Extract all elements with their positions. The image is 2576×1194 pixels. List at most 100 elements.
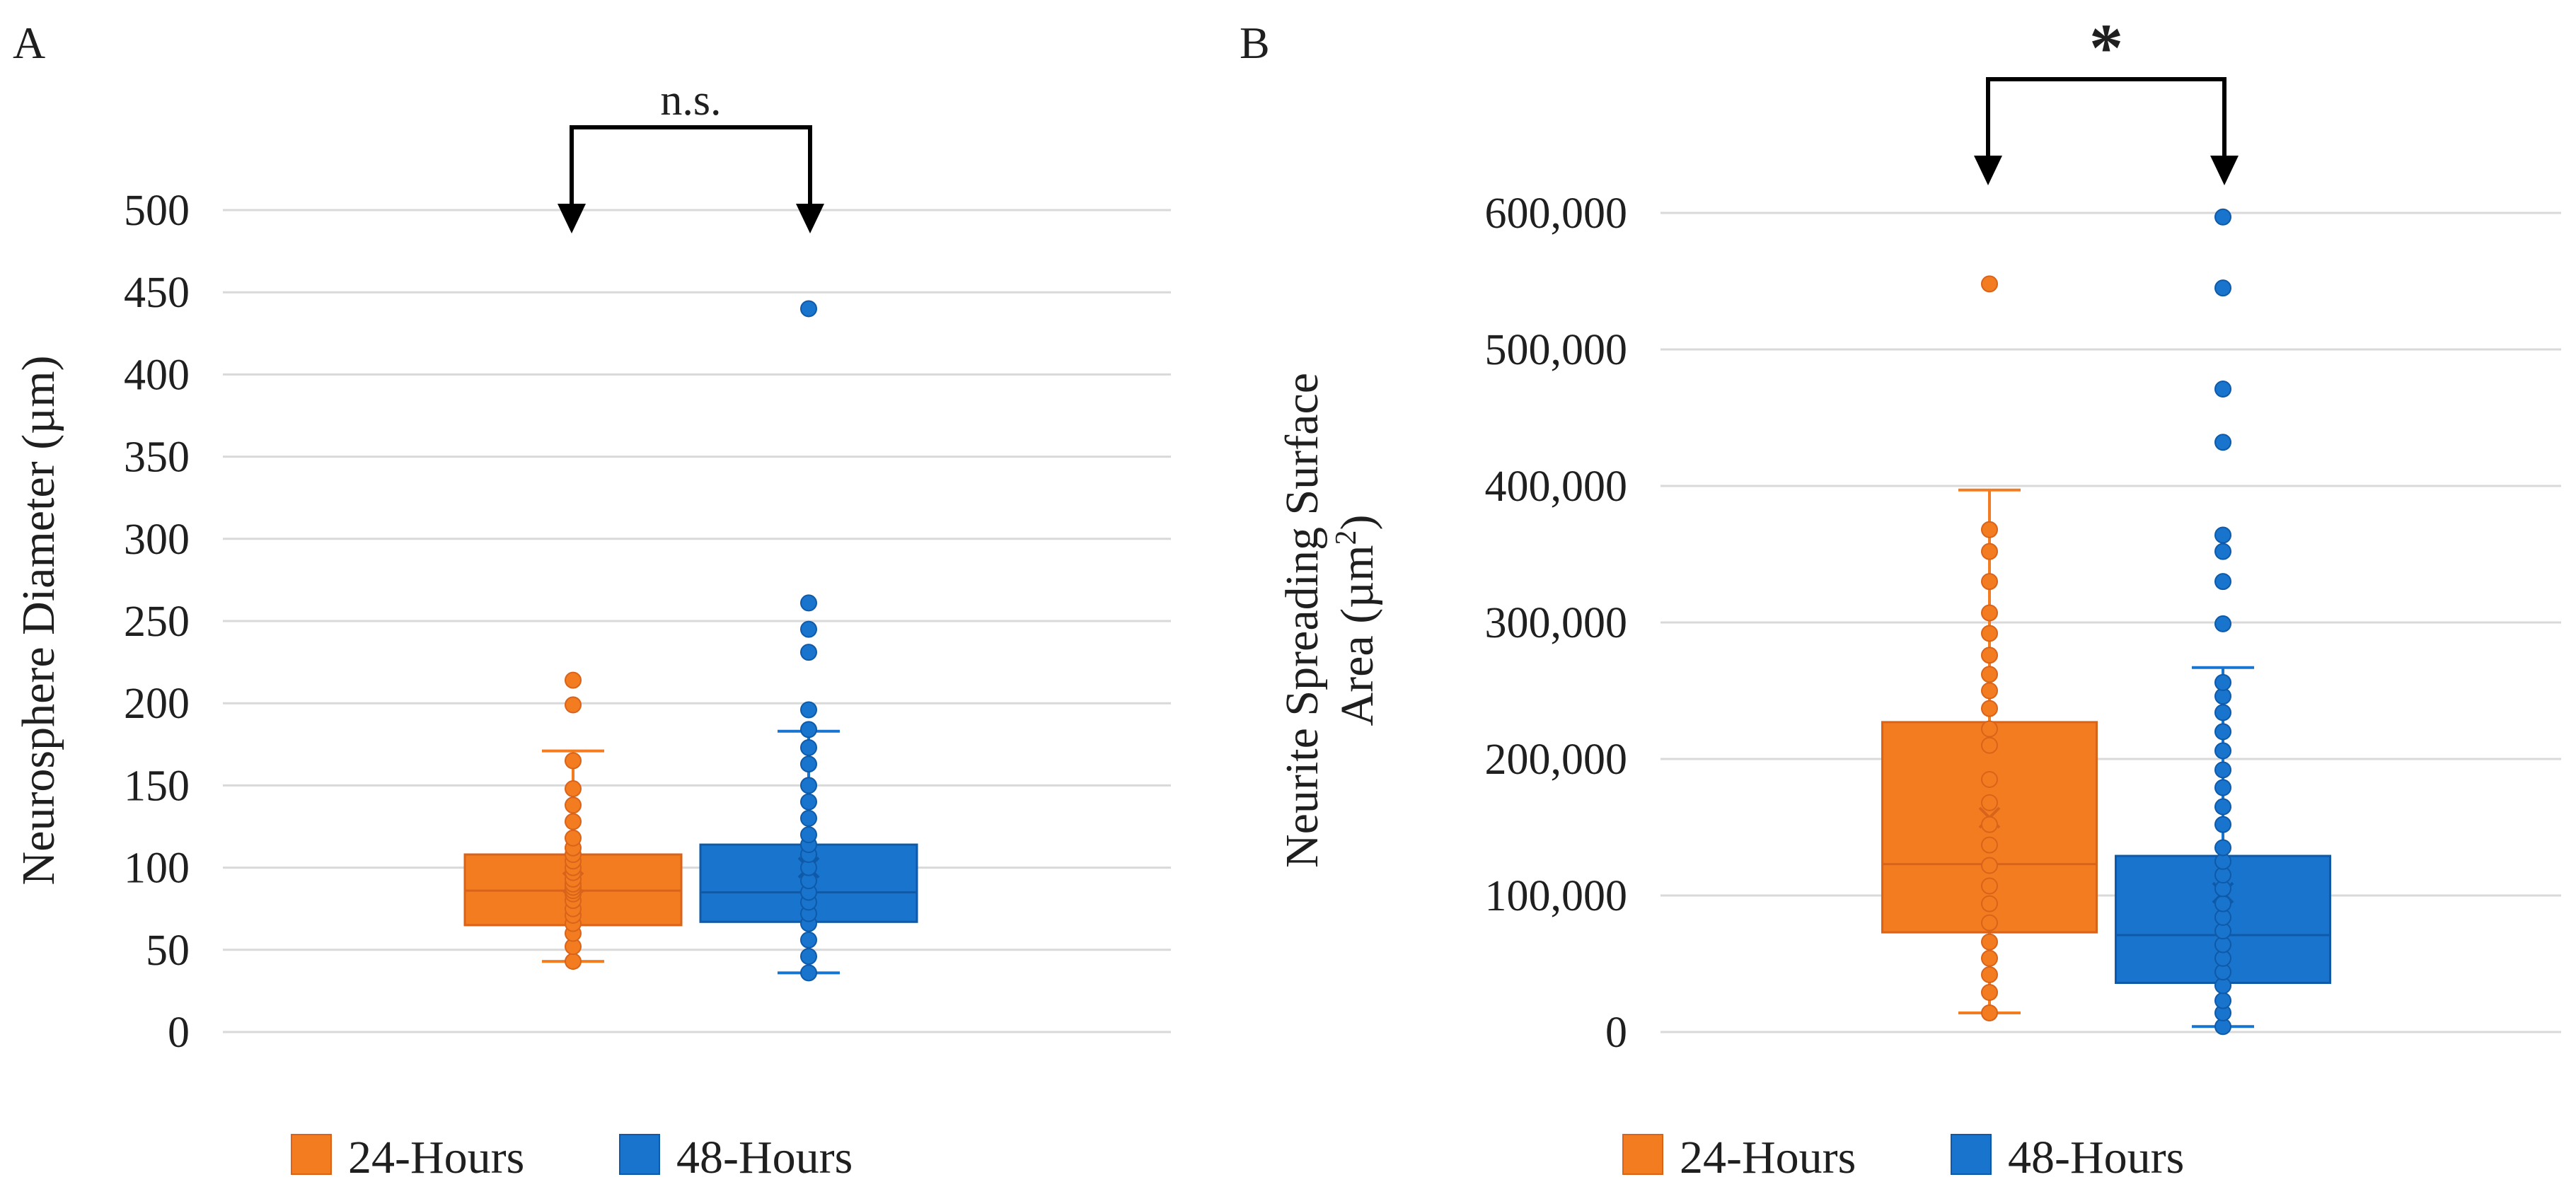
data-point (1981, 794, 1998, 811)
data-point (565, 696, 582, 714)
data-point (1981, 720, 1998, 738)
data-point (1981, 666, 1998, 683)
data-point (2214, 779, 2231, 796)
data-point (1981, 857, 1998, 874)
data-point (2214, 816, 2231, 833)
bracket-arrow-head (558, 204, 586, 233)
legend-b-label-24h: 24-Hours (1680, 1132, 1856, 1183)
data-point (1981, 933, 1998, 951)
data-point (565, 829, 582, 847)
legend-a-label-24h: 24-Hours (348, 1132, 524, 1183)
box-48h (699, 300, 918, 982)
panel-b-y-axis-label-line2: Area (µm2) (1330, 514, 1383, 726)
y-tick-label: 100,000 (1485, 872, 1628, 920)
data-point (1981, 573, 1998, 591)
box-24h (1881, 275, 2098, 1021)
data-point (1981, 736, 1998, 754)
panel-a: A Neurosphere Diameter (µm) 0 50 100 150 200… (13, 18, 1171, 1183)
data-point (800, 931, 817, 949)
panel-b-y-axis-label-unit: Area (µm (1332, 545, 1383, 726)
bracket-arrow-head (2210, 156, 2239, 185)
panel-b-y-axis-label: Neurite Spreading Surface Area (µm2) (1276, 373, 1383, 868)
panel-b: B Neurite Spreading Surface Area (µm2) 0… (1240, 10, 2561, 1183)
data-point (800, 721, 817, 738)
data-point (800, 777, 817, 794)
data-point (565, 671, 582, 689)
data-point (800, 300, 817, 318)
data-point (565, 813, 582, 830)
panel-a-gridlines (223, 209, 1171, 1033)
panel-b-gridlines (1660, 211, 2561, 1033)
data-point (800, 809, 817, 827)
y-tick-label: 350 (124, 434, 190, 482)
y-tick-label: 500,000 (1485, 326, 1628, 374)
legend-a-label-48h: 48-Hours (676, 1132, 853, 1183)
y-tick-label: 600,000 (1485, 190, 1628, 238)
data-point (800, 964, 817, 982)
y-tick-label: 0 (1605, 1009, 1627, 1057)
legend-b-label-48h: 48-Hours (2008, 1132, 2184, 1183)
panel-a-boxes (463, 300, 918, 982)
data-point (1981, 949, 1998, 967)
data-point (565, 752, 582, 770)
data-point (2214, 895, 2231, 912)
data-point (1981, 816, 1998, 833)
panel-b-y-axis-label-line1: Neurite Spreading Surface (1276, 373, 1328, 868)
bracket-line (1986, 77, 2226, 157)
data-point (1981, 682, 1998, 700)
y-tick-label: 150 (124, 762, 190, 810)
data-point (1981, 700, 1998, 717)
data-point (800, 793, 817, 811)
data-point (2214, 673, 2231, 691)
y-tick-label: 400 (124, 351, 190, 399)
panel-b-y-axis-label-superscript: 2 (1330, 530, 1363, 545)
legend-a-swatch-24h (291, 1134, 332, 1175)
data-point (2214, 798, 2231, 816)
data-point (2214, 615, 2231, 632)
panel-a-significance-bracket: n.s. (558, 76, 824, 233)
data-point (2214, 992, 2231, 1009)
legend-b-swatch-24h (1622, 1134, 1663, 1175)
panel-b-significance-label: * (2089, 10, 2123, 86)
data-point (800, 620, 817, 638)
y-tick-label: 100 (124, 845, 190, 893)
panel-a-legend: 24-Hours 48-Hours (291, 1132, 853, 1183)
panel-a-y-axis-label: Neurosphere Diameter (µm) (13, 355, 64, 885)
y-tick-label: 200,000 (1485, 736, 1628, 784)
panel-b-label: B (1240, 18, 1270, 68)
data-point (1981, 895, 1998, 912)
legend-b-swatch-48h (1951, 1134, 1992, 1175)
data-point (800, 948, 817, 966)
panel-a-label: A (13, 18, 45, 68)
panel-b-boxes (1881, 208, 2331, 1036)
data-point (800, 701, 817, 719)
data-point (1981, 770, 1998, 788)
data-point (1981, 604, 1998, 622)
data-point (1981, 543, 1998, 560)
panel-a-y-tick-labels: 0 50 100 150 200 250 300 350 400 450 500 (124, 187, 190, 1057)
data-point (1981, 275, 1998, 293)
y-tick-label: 250 (124, 598, 190, 646)
data-point (800, 826, 817, 844)
bracket-arrow-head (796, 204, 824, 233)
y-tick-label: 500 (124, 187, 190, 235)
data-point (2214, 543, 2231, 560)
y-tick-label: 300,000 (1485, 599, 1628, 647)
y-tick-label: 200 (124, 680, 190, 728)
data-point (2214, 742, 2231, 760)
data-point (565, 953, 582, 970)
y-tick-label: 0 (168, 1009, 190, 1057)
data-point (2214, 380, 2231, 398)
data-point (1981, 877, 1998, 895)
data-point (2214, 704, 2231, 721)
data-point (2214, 761, 2231, 779)
data-point (2214, 526, 2231, 544)
data-point (1981, 914, 1998, 932)
data-point (565, 796, 582, 814)
data-point (2214, 279, 2231, 297)
data-point (2214, 573, 2231, 591)
data-point (1981, 647, 1998, 664)
data-point (1981, 966, 1998, 983)
panel-b-significance-bracket: * (1974, 10, 2239, 185)
